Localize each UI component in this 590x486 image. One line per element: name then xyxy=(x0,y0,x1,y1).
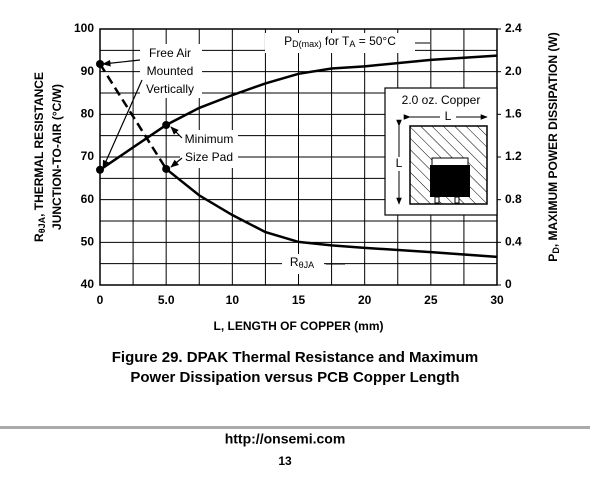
y-tick-label: 60 xyxy=(81,192,95,206)
subscript: D xyxy=(551,247,561,254)
caption: Figure 29. DPAK Thermal Resistance and M… xyxy=(112,349,479,366)
x-tick-label: 5.0 xyxy=(158,293,175,307)
y2-tick-label: 1.6 xyxy=(505,107,522,121)
annotation-text: Mounted xyxy=(147,64,194,78)
label-bg xyxy=(265,33,415,53)
x-tick-label: 0 xyxy=(97,293,104,307)
marker xyxy=(96,165,104,174)
caption: Power Dissipation versus PCB Copper Leng… xyxy=(130,369,459,386)
inset-title: 2.0 oz. Copper xyxy=(402,93,481,107)
y-tick-label: 90 xyxy=(81,64,95,78)
text-part: = 50°C xyxy=(355,34,396,48)
annotation-text: Size Pad xyxy=(185,150,233,164)
marker xyxy=(96,59,104,68)
y-tick-label: 40 xyxy=(81,277,95,291)
x-tick-label: 30 xyxy=(490,293,504,307)
y-tick-label: 100 xyxy=(74,21,94,35)
dimension-label: L xyxy=(396,156,403,170)
x-tick-label: 10 xyxy=(226,293,240,307)
y-tick-label: 80 xyxy=(81,107,95,121)
series-line xyxy=(98,63,168,170)
y2-tick-label: 0.4 xyxy=(505,235,522,249)
subscript: θJA xyxy=(37,216,47,233)
arrow xyxy=(102,59,141,67)
x-axis-label: L, LENGTH OF COPPER (mm) xyxy=(213,319,383,333)
y-tick-label: 70 xyxy=(81,149,95,163)
x-tick-label: 20 xyxy=(358,293,372,307)
x-tick-label: 15 xyxy=(292,293,306,307)
annotation-text: Vertically xyxy=(146,82,194,96)
text-part: R xyxy=(290,255,299,269)
series-label: RθJA xyxy=(290,255,314,270)
annotation-text: Free Air xyxy=(149,46,191,60)
y2-tick-label: 0 xyxy=(505,277,512,291)
y2-tick-label: 2.0 xyxy=(505,64,522,78)
text-part: , THERMAL RESISTANCE xyxy=(32,72,46,217)
package-lead xyxy=(434,196,440,204)
y-tick-label: 50 xyxy=(81,235,95,249)
footer-url: http://onsemi.com xyxy=(225,431,346,447)
page-number: 13 xyxy=(278,454,292,468)
label-bg xyxy=(140,44,202,98)
series-line xyxy=(99,54,498,171)
y2-axis-label: PD, MAXIMUM POWER DISSIPATION (W) xyxy=(546,32,561,261)
label-bg xyxy=(282,254,324,274)
subscript: D(max) xyxy=(292,39,322,49)
dimension-label: L xyxy=(445,109,452,123)
y2-tick-label: 0.8 xyxy=(505,192,522,206)
y-axis-label: JUNCTION-TO-AIR (°C/W) xyxy=(50,84,64,230)
y2-tick-label: 2.4 xyxy=(505,21,522,35)
subscript: θJA xyxy=(299,260,315,270)
series-label: PD(max) for TA = 50°C xyxy=(284,34,396,49)
label-bg xyxy=(180,130,238,168)
package-tab xyxy=(431,157,469,167)
label-bg xyxy=(440,111,456,123)
subscript: A xyxy=(349,39,355,49)
annotation-text: Minimum xyxy=(185,132,234,146)
arrow xyxy=(170,126,183,139)
label-bg xyxy=(393,157,405,171)
text-part: R xyxy=(32,233,46,242)
package xyxy=(430,165,470,197)
arrow xyxy=(170,157,183,168)
arrow xyxy=(102,79,143,169)
annotation: Free Air Mounted Vertically Minimum Size… xyxy=(102,44,238,169)
text-part: P xyxy=(284,34,292,48)
text-part: P xyxy=(546,254,560,262)
marker xyxy=(162,121,171,129)
inset: 2.0 oz. Copper L L xyxy=(384,87,498,216)
y-axis-label: RθJA, THERMAL RESISTANCE xyxy=(32,72,47,242)
marker xyxy=(162,164,171,173)
package-lead xyxy=(454,196,460,204)
rule xyxy=(0,426,590,429)
text-part: , MAXIMUM POWER DISSIPATION (W) xyxy=(546,32,560,247)
text-part: for T xyxy=(322,34,350,48)
series-line xyxy=(165,167,498,259)
x-tick-label: 25 xyxy=(424,293,438,307)
y2-tick-label: 1.2 xyxy=(505,149,522,163)
